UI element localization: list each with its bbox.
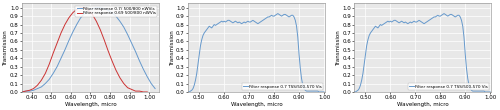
X-axis label: Wavelength, micro: Wavelength, micro	[64, 102, 116, 106]
Filter response 0.69 500/800 nWVis	[38, 80, 44, 81]
Filter response 0.7 TSS/500-570 Vis	[282, 14, 288, 15]
Filter response 0.7 TSS/500-570 Vis	[484, 91, 490, 93]
Legend: Filter response 0.7 TSS/500-570 Vis: Filter response 0.7 TSS/500-570 Vis	[408, 83, 490, 90]
Line: Filter response 0.7 TSS/500-570 Vis: Filter response 0.7 TSS/500-570 Vis	[188, 14, 324, 92]
Line: Filter response 0.7/ 500/800 nWVis: Filter response 0.7/ 500/800 nWVis	[22, 8, 155, 92]
Filter response 0.7/ 500/800 nWVis	[66, 40, 72, 41]
Filter response 0.7/ 500/800 nWVis	[152, 88, 158, 89]
Filter response 0.69 500/800 nWVis	[26, 90, 32, 91]
Filter response 0.7 TSS/500-570 Vis	[225, 20, 231, 21]
Filter response 0.7 TSS/500-570 Vis	[487, 91, 493, 93]
Y-axis label: Transmission: Transmission	[4, 30, 8, 66]
Filter response 0.69 500/800 nWVis	[34, 85, 40, 86]
Filter response 0.7/ 500/800 nWVis	[97, 7, 103, 8]
Filter response 0.7 TSS/500-570 Vis	[275, 13, 281, 14]
Filter response 0.7/ 500/800 nWVis	[82, 13, 87, 14]
Filter response 0.7/ 500/800 nWVis	[124, 34, 130, 35]
Filter response 0.7/ 500/800 nWVis	[105, 10, 111, 11]
Filter response 0.7/ 500/800 nWVis	[50, 73, 56, 74]
Filter response 0.7/ 500/800 nWVis	[136, 60, 142, 61]
Filter response 0.69 500/800 nWVis	[54, 42, 60, 44]
Filter response 0.69 500/800 nWVis	[62, 24, 68, 25]
Filter response 0.69 500/800 nWVis	[97, 29, 103, 30]
Filter response 0.7 TSS/500-570 Vis	[480, 90, 486, 92]
Filter response 0.7/ 500/800 nWVis	[109, 12, 115, 13]
Filter response 0.69 500/800 nWVis	[78, 7, 84, 8]
X-axis label: Wavelength, micro: Wavelength, micro	[397, 102, 448, 106]
Filter response 0.7 TSS/500-570 Vis	[248, 21, 254, 23]
Filter response 0.69 500/800 nWVis	[101, 39, 107, 40]
Filter response 0.7/ 500/800 nWVis	[19, 91, 25, 93]
Filter response 0.69 500/800 nWVis	[105, 50, 111, 51]
Filter response 0.7/ 500/800 nWVis	[34, 88, 40, 89]
Filter response 0.7/ 500/800 nWVis	[70, 31, 76, 33]
Filter response 0.7 TSS/500-570 Vis	[351, 91, 357, 93]
Filter response 0.7 TSS/500-570 Vis	[441, 13, 447, 14]
Filter response 0.7 TSS/500-570 Vis	[414, 21, 420, 23]
Filter response 0.69 500/800 nWVis	[46, 63, 52, 65]
Filter response 0.7/ 500/800 nWVis	[62, 49, 68, 50]
Filter response 0.69 500/800 nWVis	[58, 32, 64, 34]
Filter response 0.69 500/800 nWVis	[113, 69, 119, 71]
Filter response 0.7 TSS/500-570 Vis	[318, 91, 324, 93]
Filter response 0.7 TSS/500-570 Vis	[321, 91, 327, 93]
Filter response 0.69 500/800 nWVis	[82, 7, 87, 8]
Filter response 0.7 TSS/500-570 Vis	[251, 20, 257, 22]
Filter response 0.7/ 500/800 nWVis	[140, 69, 146, 70]
Filter response 0.69 500/800 nWVis	[140, 91, 146, 93]
Filter response 0.69 500/800 nWVis	[50, 53, 56, 54]
Filter response 0.69 500/800 nWVis	[124, 87, 130, 88]
Filter response 0.7/ 500/800 nWVis	[74, 24, 80, 25]
Filter response 0.7/ 500/800 nWVis	[46, 79, 52, 80]
Filter response 0.7 TSS/500-570 Vis	[314, 90, 320, 92]
Filter response 0.7/ 500/800 nWVis	[42, 83, 48, 84]
Filter response 0.7/ 500/800 nWVis	[144, 76, 150, 77]
Filter response 0.69 500/800 nWVis	[144, 91, 150, 93]
Legend: Filter response 0.7/ 500/800 nWVis, Filter response 0.69 500/800 nWVis: Filter response 0.7/ 500/800 nWVis, Filt…	[76, 6, 157, 17]
Filter response 0.7 TSS/500-570 Vis	[418, 20, 424, 22]
Filter response 0.7/ 500/800 nWVis	[90, 8, 96, 9]
Filter response 0.7 TSS/500-570 Vis	[391, 20, 397, 21]
Filter response 0.69 500/800 nWVis	[86, 10, 91, 11]
Line: Filter response 0.7 TSS/500-570 Vis: Filter response 0.7 TSS/500-570 Vis	[354, 14, 490, 92]
Y-axis label: Transmission: Transmission	[336, 30, 341, 66]
Filter response 0.7/ 500/800 nWVis	[128, 42, 134, 44]
Filter response 0.69 500/800 nWVis	[94, 20, 100, 22]
Filter response 0.7/ 500/800 nWVis	[132, 51, 138, 52]
Filter response 0.69 500/800 nWVis	[136, 90, 142, 92]
Filter response 0.69 500/800 nWVis	[19, 91, 25, 93]
Filter response 0.7/ 500/800 nWVis	[30, 90, 36, 91]
Filter response 0.7/ 500/800 nWVis	[120, 26, 126, 28]
Filter response 0.7/ 500/800 nWVis	[58, 58, 64, 59]
Line: Filter response 0.69 500/800 nWVis: Filter response 0.69 500/800 nWVis	[22, 8, 148, 92]
Y-axis label: Transmission: Transmission	[170, 30, 174, 66]
Filter response 0.69 500/800 nWVis	[42, 73, 48, 74]
Filter response 0.69 500/800 nWVis	[117, 77, 123, 78]
Filter response 0.7/ 500/800 nWVis	[38, 86, 44, 88]
Filter response 0.69 500/800 nWVis	[128, 89, 134, 90]
Filter response 0.7/ 500/800 nWVis	[117, 20, 123, 22]
Filter response 0.69 500/800 nWVis	[132, 90, 138, 92]
Filter response 0.7/ 500/800 nWVis	[26, 90, 32, 92]
Filter response 0.69 500/800 nWVis	[22, 90, 28, 92]
Filter response 0.69 500/800 nWVis	[74, 9, 80, 10]
Filter response 0.69 500/800 nWVis	[109, 60, 115, 61]
Filter response 0.69 500/800 nWVis	[90, 14, 96, 15]
Filter response 0.7/ 500/800 nWVis	[148, 83, 154, 84]
Legend: Filter response 0.7 TSS/500-570 Vis: Filter response 0.7 TSS/500-570 Vis	[242, 83, 323, 90]
Filter response 0.7/ 500/800 nWVis	[22, 90, 28, 92]
Filter response 0.7/ 500/800 nWVis	[78, 17, 84, 18]
Filter response 0.7/ 500/800 nWVis	[86, 10, 91, 11]
Filter response 0.69 500/800 nWVis	[66, 17, 72, 18]
Filter response 0.69 500/800 nWVis	[70, 12, 76, 13]
Filter response 0.7/ 500/800 nWVis	[94, 7, 100, 8]
Filter response 0.7 TSS/500-570 Vis	[448, 14, 454, 15]
Filter response 0.69 500/800 nWVis	[30, 88, 36, 89]
Filter response 0.7 TSS/500-570 Vis	[185, 91, 191, 93]
X-axis label: Wavelength, micro: Wavelength, micro	[230, 102, 282, 106]
Filter response 0.7/ 500/800 nWVis	[113, 15, 119, 17]
Filter response 0.7/ 500/800 nWVis	[101, 8, 107, 9]
Filter response 0.69 500/800 nWVis	[120, 83, 126, 84]
Filter response 0.7/ 500/800 nWVis	[54, 66, 60, 67]
